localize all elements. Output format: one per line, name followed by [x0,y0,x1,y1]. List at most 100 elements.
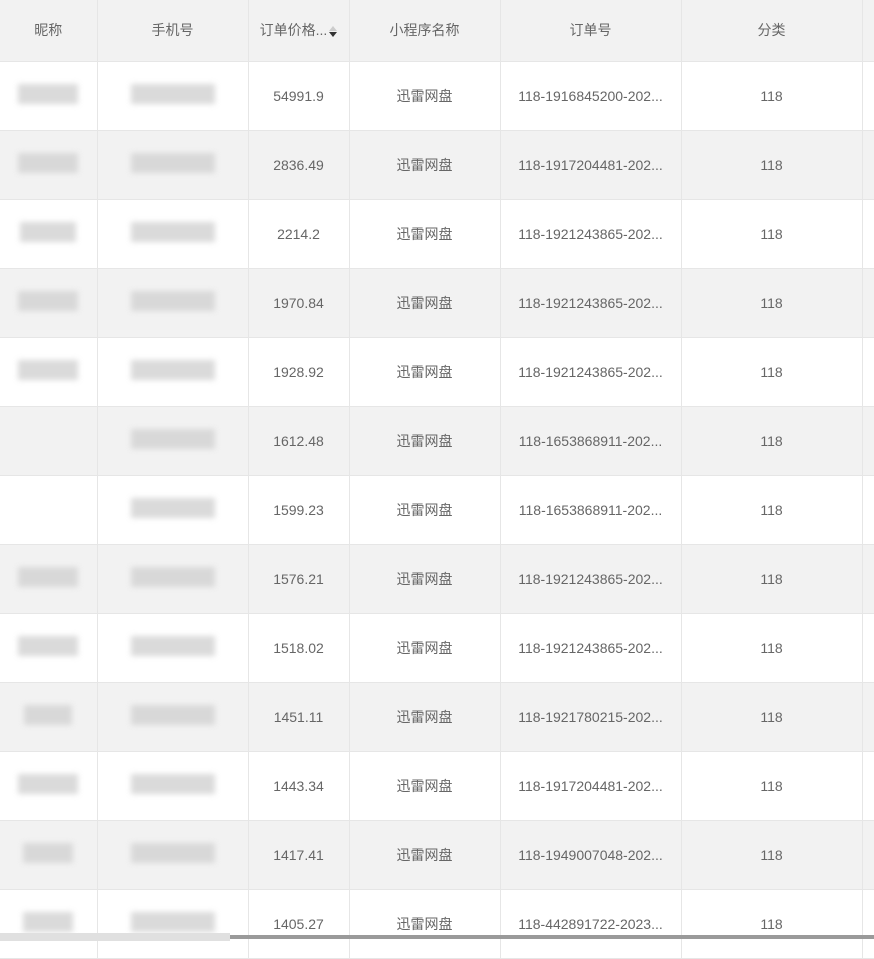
cell-app-name: 迅雷网盘 [349,820,501,890]
redacted-phone [130,498,215,518]
cell-app-name: 迅雷网盘 [349,199,501,269]
cell-order-number: 118-1653868911-202... [500,406,682,476]
cell-price: 1612.48 [248,406,350,476]
cell-category: 118 [681,544,863,614]
table-row[interactable]: 1405.27 迅雷网盘 118-442891722-2023... 118 [0,889,874,959]
cell-phone [97,268,249,338]
redacted-phone [130,912,215,932]
redacted-phone [130,429,215,449]
cell-nickname [0,820,98,890]
sort-icon[interactable] [329,26,338,38]
cell-nickname [0,61,98,131]
table-row[interactable]: 2836.49 迅雷网盘 118-1917204481-202... 118 [0,130,874,200]
header-app-name[interactable]: 小程序名称 [349,0,501,62]
table-row[interactable]: 1417.41 迅雷网盘 118-1949007048-202... 118 [0,820,874,890]
cell-extra [862,61,874,131]
cell-nickname [0,544,98,614]
header-phone[interactable]: 手机号 [97,0,249,62]
table-header: 昵称 手机号 订单价格... 小程序名称 订单号 分类 [0,0,874,62]
table-row[interactable]: 1612.48 迅雷网盘 118-1653868911-202... 118 [0,406,874,476]
table-row[interactable]: 54991.9 迅雷网盘 118-1916845200-202... 118 [0,61,874,131]
cell-order-number: 118-1921780215-202... [500,682,682,752]
table-row[interactable]: 1599.23 迅雷网盘 118-1653868911-202... 118 [0,475,874,545]
cell-phone [97,544,249,614]
cell-extra [862,337,874,407]
cell-nickname [0,682,98,752]
cell-phone [97,406,249,476]
redacted-phone [130,291,215,311]
cell-app-name: 迅雷网盘 [349,130,501,200]
cell-order-number: 118-1921243865-202... [500,268,682,338]
cell-app-name: 迅雷网盘 [349,268,501,338]
redacted-nickname [18,360,79,380]
cell-category: 118 [681,406,863,476]
cell-order-number: 118-1653868911-202... [500,475,682,545]
scrollbar-thumb[interactable] [0,933,230,941]
cell-app-name: 迅雷网盘 [349,889,501,959]
table-row[interactable]: 1443.34 迅雷网盘 118-1917204481-202... 118 [0,751,874,821]
table-row[interactable]: 1928.92 迅雷网盘 118-1921243865-202... 118 [0,337,874,407]
cell-category: 118 [681,613,863,683]
cell-order-number: 118-1921243865-202... [500,613,682,683]
cell-extra [862,889,874,959]
redacted-phone [130,153,215,173]
cell-app-name: 迅雷网盘 [349,751,501,821]
horizontal-scrollbar[interactable] [0,935,874,939]
cell-category: 118 [681,820,863,890]
table-row[interactable]: 1576.21 迅雷网盘 118-1921243865-202... 118 [0,544,874,614]
cell-price: 1599.23 [248,475,350,545]
header-order-price-label: 订单价格... [259,22,328,39]
cell-app-name: 迅雷网盘 [349,475,501,545]
cell-nickname [0,613,98,683]
cell-order-number: 118-1921243865-202... [500,337,682,407]
cell-app-name: 迅雷网盘 [349,61,501,131]
redacted-nickname [18,636,79,656]
redacted-nickname [23,912,74,932]
redacted-phone [130,84,215,104]
cell-nickname [0,751,98,821]
table-row[interactable]: 1970.84 迅雷网盘 118-1921243865-202... 118 [0,268,874,338]
cell-category: 118 [681,268,863,338]
header-category[interactable]: 分类 [681,0,863,62]
cell-price: 1443.34 [248,751,350,821]
cell-extra [862,820,874,890]
redacted-phone [130,774,215,794]
cell-phone [97,682,249,752]
header-order-price[interactable]: 订单价格... [248,0,350,62]
table-row[interactable]: 1518.02 迅雷网盘 118-1921243865-202... 118 [0,613,874,683]
cell-app-name: 迅雷网盘 [349,682,501,752]
cell-price: 1405.27 [248,889,350,959]
table-row[interactable]: 1451.11 迅雷网盘 118-1921780215-202... 118 [0,682,874,752]
cell-extra [862,544,874,614]
cell-extra [862,199,874,269]
cell-nickname [0,130,98,200]
cell-category: 118 [681,475,863,545]
table-row[interactable]: 2214.2 迅雷网盘 118-1921243865-202... 118 [0,199,874,269]
cell-order-number: 118-1921243865-202... [500,544,682,614]
cell-phone [97,130,249,200]
cell-order-number: 118-1916845200-202... [500,61,682,131]
cell-nickname [0,199,98,269]
cell-extra [862,130,874,200]
cell-order-number: 118-1917204481-202... [500,751,682,821]
cell-extra [862,475,874,545]
cell-extra [862,268,874,338]
cell-app-name: 迅雷网盘 [349,406,501,476]
cell-price: 2836.49 [248,130,350,200]
redacted-nickname [18,84,79,104]
cell-app-name: 迅雷网盘 [349,613,501,683]
redacted-phone [130,843,215,863]
header-nickname[interactable]: 昵称 [0,0,98,62]
cell-category: 118 [681,61,863,131]
cell-phone [97,613,249,683]
header-extra [862,0,874,62]
cell-category: 118 [681,751,863,821]
cell-price: 54991.9 [248,61,350,131]
cell-price: 1417.41 [248,820,350,890]
cell-order-number: 118-442891722-2023... [500,889,682,959]
cell-phone [97,889,249,959]
cell-order-number: 118-1921243865-202... [500,199,682,269]
cell-nickname [0,889,98,959]
redacted-nickname [23,843,74,863]
header-order-number[interactable]: 订单号 [500,0,682,62]
